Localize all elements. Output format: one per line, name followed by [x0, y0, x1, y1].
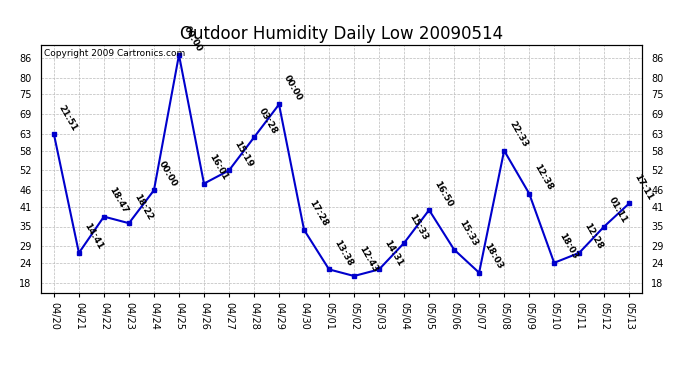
Text: 00:00: 00:00 [157, 160, 179, 189]
Text: Copyright 2009 Cartronics.com: Copyright 2009 Cartronics.com [44, 49, 186, 58]
Text: 16:01: 16:01 [207, 153, 229, 182]
Text: 12:28: 12:28 [582, 222, 604, 251]
Text: 22:33: 22:33 [507, 120, 529, 149]
Text: 15:33: 15:33 [407, 212, 429, 242]
Text: 12:43: 12:43 [357, 245, 380, 274]
Text: 18:03: 18:03 [557, 232, 579, 261]
Text: 18:47: 18:47 [107, 186, 129, 215]
Text: 18:22: 18:22 [132, 192, 154, 222]
Text: 17:11: 17:11 [632, 172, 654, 202]
Title: Outdoor Humidity Daily Low 20090514: Outdoor Humidity Daily Low 20090514 [180, 26, 503, 44]
Text: 01:11: 01:11 [607, 196, 629, 225]
Text: 16:50: 16:50 [432, 179, 454, 209]
Text: 15:19: 15:19 [232, 140, 254, 169]
Text: 18:03: 18:03 [482, 242, 504, 271]
Text: 21:51: 21:51 [57, 103, 79, 132]
Text: 00:00: 00:00 [282, 74, 304, 103]
Text: 13:38: 13:38 [332, 238, 354, 268]
Text: 12:38: 12:38 [532, 162, 554, 192]
Text: 14:41: 14:41 [82, 222, 104, 251]
Text: 00:00: 00:00 [182, 24, 204, 53]
Text: 17:28: 17:28 [307, 199, 329, 228]
Text: 15:33: 15:33 [457, 219, 480, 248]
Text: 14:31: 14:31 [382, 238, 404, 268]
Text: 03:28: 03:28 [257, 106, 279, 136]
